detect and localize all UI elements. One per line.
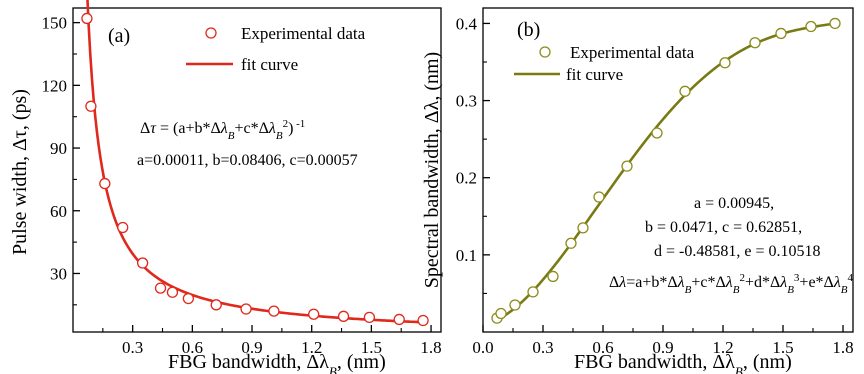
panel-label: (a) [108,25,130,47]
data-point [81,12,93,25]
data-point [547,270,559,283]
data-point [621,160,633,172]
data-markers [81,12,429,327]
data-point [85,100,97,112]
data-point [363,311,376,324]
data-point [99,177,111,190]
data-point [651,127,663,139]
y-tick-label: 0.4 [456,14,478,33]
x-tick-label: 0.3 [532,338,553,357]
fit-params-line-2: b = 0.0471, c = 0.62851, [645,219,802,236]
axis-ticks: 0.0 0.3 0.6 0.9 1.2 1.5 1.8 0.1 0.2 0.3 0.4 [456,14,854,357]
x-tick-label: 0.6 [182,338,203,357]
data-point [565,237,577,249]
plot-frame [482,7,854,333]
data-point [577,222,589,234]
legend-label-data: Experimental data [570,43,695,62]
legend-marker [539,46,551,58]
fit-equation: Δλ=a+b*ΔλB+c*ΔλB2+d*ΔλB3+e*ΔλB4 [609,272,854,296]
y-tick-label: 0.2 [456,169,477,188]
fit-equation: Δτ = (a+b*ΔλB+c*ΔλB2) -1 [140,118,305,142]
plot-frame [72,7,442,333]
y-axis-label: Spectral bandwidth, Δλ, (nm) [421,52,443,288]
x-axis-label: FBG bandwidth, ΔλB, (nm) [574,351,792,374]
data-point [268,305,280,317]
legend-label-data: Experimental data [241,24,366,43]
y-tick-label: 0.3 [456,92,477,111]
data-point [593,191,605,203]
data-point [393,313,405,326]
data-point [117,221,129,234]
y-axis-label: Pulse width, Δτ, (ps) [9,89,31,255]
data-point [240,303,252,315]
y-tick-label: 150 [42,14,68,33]
fit-params: a=0.00011, b=0.08406, c=0.00057 [137,152,358,169]
x-tick-label: 1.5 [361,338,382,357]
chart-panel-a: 0.3 0.6 0.9 1.2 1.5 1.8 30 60 90 120 150 (a) Exper… [9,0,442,374]
data-point [136,257,149,269]
panel-label: (b) [517,19,540,41]
legend-label-fit: fit curve [566,65,623,84]
data-point [308,308,320,320]
x-tick-label: 0.3 [122,338,143,357]
x-tick-label: 0.9 [652,338,673,357]
x-tick-label: 1.8 [420,338,441,357]
data-point [775,27,787,40]
data-point [417,314,429,327]
data-point [527,286,539,298]
data-point [749,37,761,49]
y-tick-label: 90 [50,139,67,158]
data-point [210,299,222,311]
fit-params-line-3: d = -0.48581, e = 0.10518 [654,243,820,260]
y-tick-label: 30 [50,264,67,283]
y-tick-label: 60 [50,202,67,221]
x-tick-label: 0.0 [472,338,493,357]
x-tick-label: 0.9 [241,338,262,357]
data-point [495,307,507,320]
data-point [829,17,841,30]
data-point [182,292,195,305]
x-axis-label: FBG bandwidth, ΔλB, (nm) [168,351,386,374]
x-tick-label: 1.8 [832,338,853,357]
axis-ticks: 0.3 0.6 0.9 1.2 1.5 1.8 30 60 90 120 150 [42,14,442,357]
chart-panel-b: 0.0 0.3 0.6 0.9 1.2 1.5 1.8 0.1 0.2 0.3 0.4 (b) Ex… [421,7,854,374]
data-point [154,282,167,294]
data-point [805,20,817,33]
x-tick-label: 1.5 [772,338,793,357]
data-point [337,310,350,322]
x-tick-label: 0.6 [592,338,613,357]
data-point [509,299,521,311]
x-tick-label: 1.2 [301,338,322,357]
legend-marker [205,27,217,39]
fit-params-line-1: a = 0.00945, [694,195,774,212]
legend-label-fit: fit curve [241,55,298,74]
data-point [679,85,691,97]
data-markers [491,17,841,324]
data-point [166,286,179,298]
x-tick-label: 1.2 [712,338,733,357]
data-point [719,57,731,69]
y-tick-label: 0.1 [456,246,477,265]
y-tick-label: 120 [42,76,68,95]
